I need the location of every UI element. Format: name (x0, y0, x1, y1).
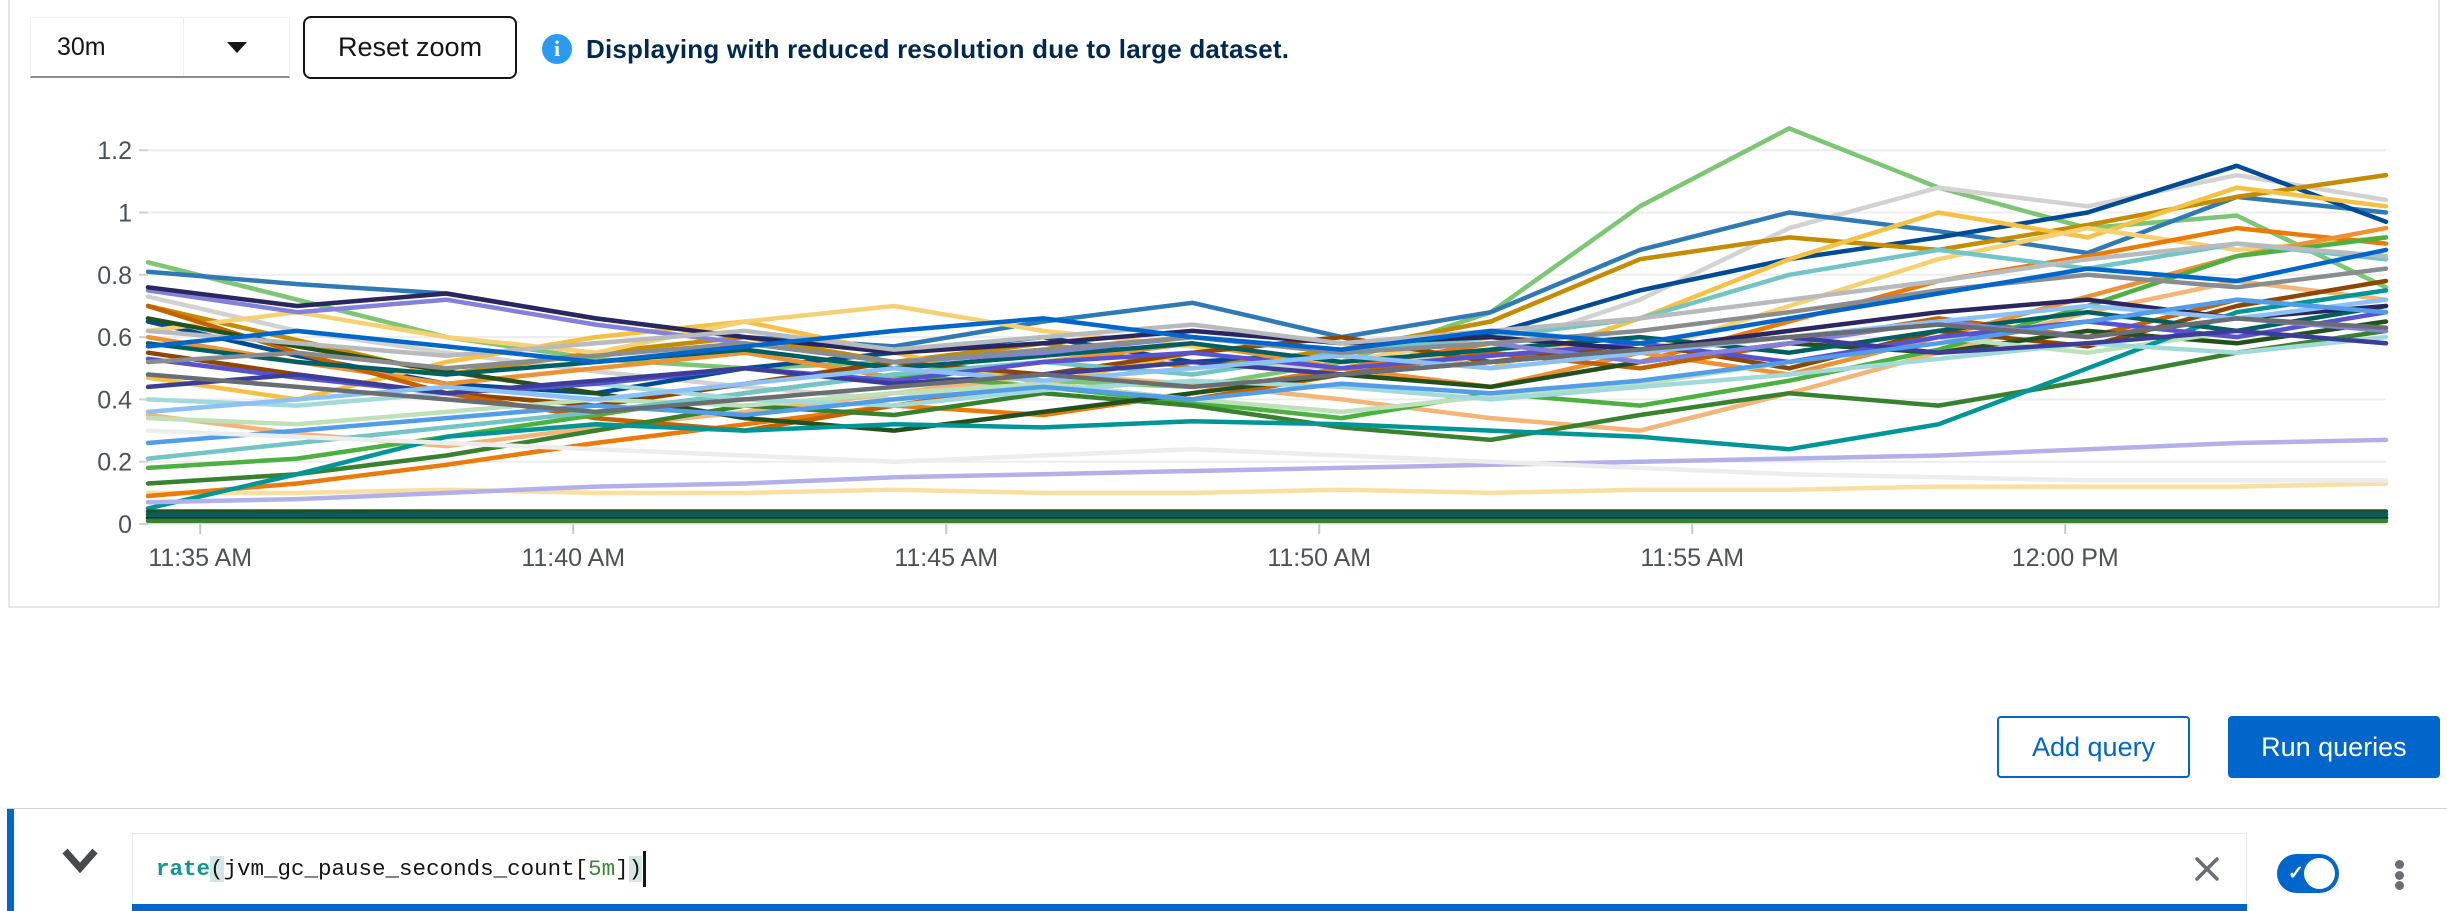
info-icon: i (542, 34, 572, 64)
svg-text:11:35 AM: 11:35 AM (148, 544, 252, 572)
svg-text:0: 0 (118, 511, 132, 539)
timespan-value: 30m (57, 32, 106, 61)
add-query-button[interactable]: Add query (1997, 716, 2191, 778)
info-banner: i Displaying with reduced resolution due… (542, 22, 1289, 76)
svg-text:0.4: 0.4 (97, 386, 132, 414)
svg-text:0.8: 0.8 (97, 262, 132, 290)
query-actions: Add query Run queries (1997, 716, 2440, 778)
run-queries-button[interactable]: Run queries (2228, 716, 2440, 778)
query-active-accent (7, 809, 14, 911)
promql-token-bracket-match: ) (628, 855, 643, 882)
check-icon: ✓ (2288, 862, 2304, 884)
text-cursor (643, 850, 647, 887)
query-row: rate(jvm_gc_pause_seconds_count[5m]) ✓ (7, 808, 2447, 911)
svg-text:11:55 AM: 11:55 AM (1640, 544, 1744, 572)
promql-token-plain: ] (615, 855, 629, 882)
reset-zoom-button[interactable]: Reset zoom (303, 16, 518, 79)
query-collapse-button[interactable] (54, 839, 106, 881)
caret-down-icon (226, 41, 247, 53)
svg-text:11:40 AM: 11:40 AM (521, 544, 625, 572)
svg-text:0.6: 0.6 (97, 324, 132, 352)
kebab-icon (2394, 860, 2404, 869)
toggle-knob (2304, 858, 2335, 889)
angle-down-icon (62, 848, 98, 873)
svg-text:11:45 AM: 11:45 AM (894, 544, 998, 572)
select-toggle[interactable] (184, 18, 289, 76)
svg-text:12:00 PM: 12:00 PM (2012, 544, 2119, 572)
select-divider (183, 18, 184, 76)
close-icon (2195, 857, 2219, 881)
query-expression: rate(jvm_gc_pause_seconds_count[5m]) (156, 834, 647, 903)
svg-text:0.2: 0.2 (97, 449, 132, 477)
metrics-line-chart[interactable]: 0 0.2 0.4 0.6 0.8 1 1.2 11:35 AM 11:40 AM 11:45 A… (0, 0, 2447, 600)
info-message: Displaying with reduced resolution due t… (586, 33, 1290, 64)
timespan-select[interactable]: 30m (30, 17, 290, 78)
query-expression-input[interactable]: rate(jvm_gc_pause_seconds_count[5m]) (132, 833, 2247, 904)
svg-text:1: 1 (118, 200, 132, 228)
promql-token-function: rate (156, 855, 211, 882)
query-enabled-toggle[interactable]: ✓ (2277, 854, 2339, 893)
clear-query-button[interactable] (2190, 852, 2224, 886)
promql-token-plain: jvm_gc_pause_seconds_count[ (223, 855, 589, 882)
promql-token-bracket-match: ( (210, 855, 224, 882)
query-input-focus-underline (132, 904, 2247, 911)
svg-text:1.2: 1.2 (97, 137, 132, 165)
svg-text:11:50 AM: 11:50 AM (1267, 544, 1371, 572)
promql-token-duration: 5m (588, 855, 616, 882)
query-kebab-menu-button[interactable] (2379, 853, 2419, 897)
